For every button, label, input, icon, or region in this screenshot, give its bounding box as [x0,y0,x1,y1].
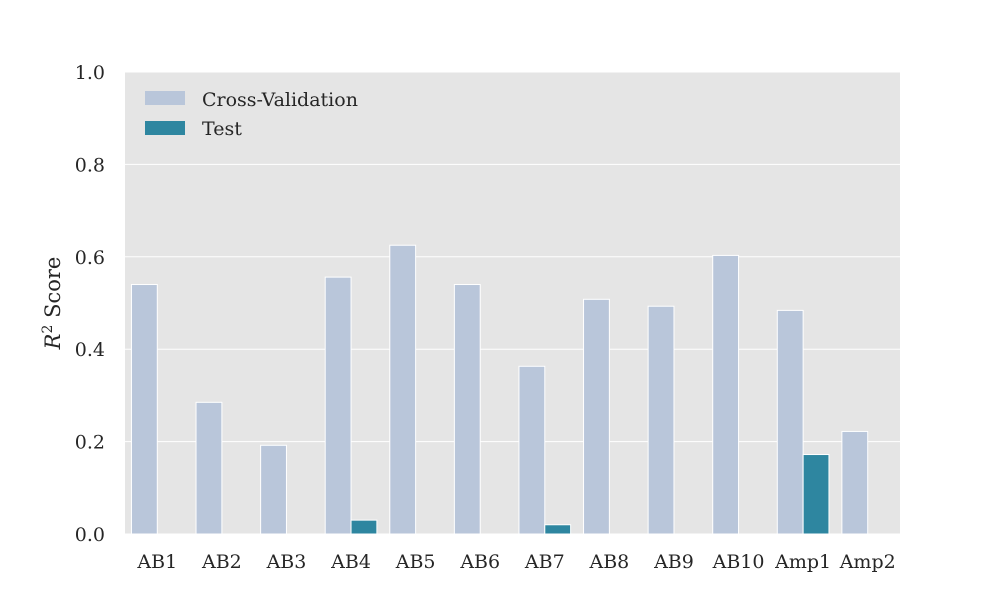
legend-swatch-cross-validation [145,91,185,105]
x-tick-label: AB1 [136,551,177,573]
bar-cross-validation-ab10 [712,254,740,535]
y-tick-labels: 0.0 0.2 0.4 0.6 0.8 1.0 [75,62,105,546]
bars [130,244,869,535]
bar-cross-validation-amp2 [841,430,869,535]
bar-cross-validation-ab5 [389,244,417,535]
legend-label-cross-validation: Cross-Validation [202,89,358,111]
x-tick-label: AB4 [330,551,371,573]
bar-cross-validation-ab6 [453,284,481,535]
x-tick-label: AB6 [459,551,500,573]
bar-cross-validation-ab7 [518,365,546,535]
grid-lines [125,71,900,535]
bar-test-amp1 [802,454,830,535]
bar-cross-validation-ab2 [195,401,223,535]
legend: Cross-Validation Test [145,89,358,140]
legend-label-test: Test [202,118,242,140]
legend-swatch-test [145,121,185,135]
x-tick-label: Amp2 [839,551,896,573]
x-tick-label: AB3 [266,551,307,573]
bar-cross-validation-ab3 [260,444,287,535]
x-tick-label: AB10 [712,551,765,573]
x-tick-label: AB8 [588,551,629,573]
y-tick-label: 0.4 [75,339,105,361]
x-tick-label: Amp1 [774,551,831,573]
y-axis-label-symbol: R [41,333,65,350]
bar-test-ab4 [350,519,378,535]
x-tick-label: AB9 [653,551,694,573]
y-tick-label: 0.8 [75,154,105,176]
y-tick-label: 0.2 [75,432,105,454]
y-axis-label-superscript: 2 [40,325,56,334]
bar-cross-validation-ab8 [583,298,610,535]
bar-test-ab7 [544,524,572,535]
x-tick-label: AB5 [395,551,436,573]
y-tick-label: 1.0 [75,62,105,84]
bar-cross-validation-amp1 [776,309,804,535]
plot-background [125,72,900,534]
x-tick-labels: AB1 AB2 AB3 AB4 AB5 AB6 AB7 AB8 AB9 AB10 Amp1 Amp2 [136,551,895,573]
y-tick-label: 0.0 [75,524,105,546]
x-tick-label: AB7 [524,551,565,573]
bar-cross-validation-ab9 [647,305,675,535]
y-tick-label: 0.6 [75,247,105,269]
x-tick-label: AB2 [201,551,242,573]
y-axis-label: R2 Score [40,257,65,351]
bar-cross-validation-ab1 [130,284,158,535]
bar-cross-validation-ab4 [324,276,352,535]
y-axis-label-text: Score [41,257,65,325]
